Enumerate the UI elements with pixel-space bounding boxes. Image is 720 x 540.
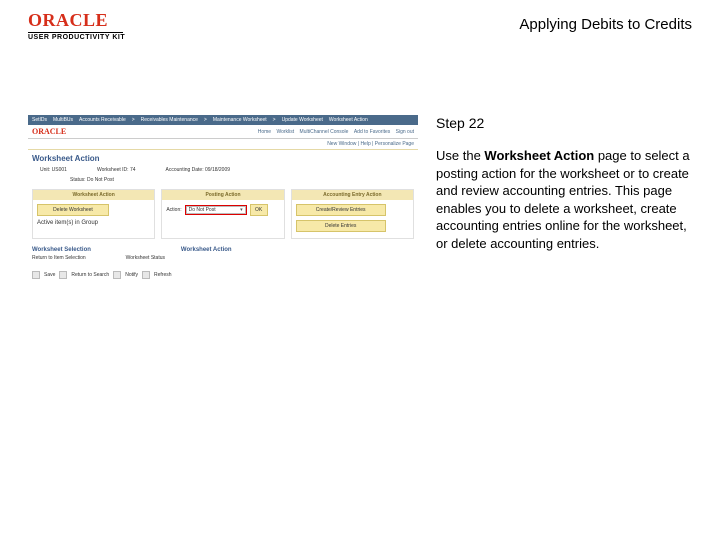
panel-posting-action: Posting Action Action: Do Not Post ▾ OK <box>161 189 284 239</box>
refresh-label: Refresh <box>154 272 172 278</box>
app-screenshot: SetIDs MultiBUs Accounts Receivable > Re… <box>28 115 418 283</box>
return-label: Return to Search <box>71 272 109 278</box>
worksheet-status-link[interactable]: Worksheet Status <box>126 255 165 261</box>
unit-label: Unit: <box>40 167 50 173</box>
panel-header: Accounting Entry Action <box>292 190 413 200</box>
status-label: Status: <box>70 177 86 183</box>
unit-value: US001 <box>52 167 67 173</box>
crumb: SetIDs <box>32 117 47 123</box>
instr-prefix: Use the <box>436 148 484 163</box>
notify-label: Notify <box>125 272 138 278</box>
subheaders: Worksheet Selection Worksheet Action <box>28 243 418 255</box>
page-title: Worksheet Action <box>28 150 418 165</box>
doc-header: ORACLE USER PRODUCTIVITY KIT Applying De… <box>0 10 720 49</box>
action-select-value: Do Not Post <box>189 207 216 213</box>
brand-bar: ORACLE Home Worklist MultiChannel Consol… <box>28 125 418 139</box>
brand-link[interactable]: MultiChannel Console <box>300 129 349 135</box>
wsid-value: 74 <box>130 167 136 173</box>
page-utility-links[interactable]: New Window | Help | Personalize Page <box>28 139 418 150</box>
panel-worksheet-action: Worksheet Action Delete Worksheet Active… <box>32 189 155 239</box>
chevron-down-icon: ▾ <box>240 207 243 213</box>
instr-bold: Worksheet Action <box>484 148 594 163</box>
wsid-label: Worksheet ID: <box>97 167 129 173</box>
save-label: Save <box>44 272 55 278</box>
instruction-text: Use the Worksheet Action page to select … <box>436 147 692 252</box>
mini-oracle-logo: ORACLE <box>32 127 66 136</box>
instr-suffix: page to select a posting action for the … <box>436 148 690 251</box>
upk-subtitle: USER PRODUCTIVITY KIT <box>28 34 125 41</box>
content-row: SetIDs MultiBUs Accounts Receivable > Re… <box>28 115 692 283</box>
crumb: Update Worksheet <box>282 117 323 123</box>
status-value: Do Not Post <box>87 177 114 183</box>
notify-icon[interactable] <box>113 271 121 279</box>
crumb: Worksheet Action <box>329 117 368 123</box>
ok-button[interactable]: OK <box>250 204 268 216</box>
step-label: Step 22 <box>436 115 692 131</box>
footer-toolbar: Save Return to Search Notify Refresh <box>28 267 418 283</box>
panel-header: Posting Action <box>162 190 283 200</box>
subhead-left: Worksheet Selection <box>32 247 91 253</box>
status-line: Status: Do Not Post <box>28 175 418 185</box>
action-label: Action: <box>166 207 181 213</box>
refresh-icon[interactable] <box>142 271 150 279</box>
delete-entries-button[interactable]: Delete Entries <box>296 220 386 232</box>
link-row: Return to Item Selection Worksheet Statu… <box>28 255 418 267</box>
oracle-logo: ORACLE <box>28 10 125 31</box>
panel-header: Worksheet Action <box>33 190 154 200</box>
brand-link[interactable]: Add to Favorites <box>354 129 390 135</box>
crumb: Accounts Receivable <box>79 117 126 123</box>
logo-block: ORACLE USER PRODUCTIVITY KIT <box>28 10 125 41</box>
brand-links: Home Worklist MultiChannel Console Add t… <box>254 129 414 135</box>
return-selection-link[interactable]: Return to Item Selection <box>32 255 86 261</box>
brand-link[interactable]: Sign out <box>396 129 414 135</box>
acct-date-value: 09/18/2009 <box>205 167 230 173</box>
panel-note: Active item(s) in Group <box>37 220 150 226</box>
brand-link[interactable]: Worklist <box>276 129 294 135</box>
crumb: MultiBUs <box>53 117 73 123</box>
create-review-entries-button[interactable]: Create/Review Entries <box>296 204 386 216</box>
panel-accounting-entry: Accounting Entry Action Create/Review En… <box>291 189 414 239</box>
return-icon[interactable] <box>59 271 67 279</box>
action-select[interactable]: Do Not Post ▾ <box>186 206 246 214</box>
brand-link[interactable]: Home <box>258 129 271 135</box>
crumb: Maintenance Worksheet <box>213 117 267 123</box>
subhead-right: Worksheet Action <box>181 247 232 253</box>
logo-rule <box>28 32 123 33</box>
acct-date-label: Accounting Date: <box>166 167 204 173</box>
doc-title: Applying Debits to Credits <box>519 16 692 33</box>
nav-breadcrumb: SetIDs MultiBUs Accounts Receivable > Re… <box>28 115 418 125</box>
info-row: Unit: US001 Worksheet ID: 74 Accounting … <box>28 165 418 175</box>
delete-worksheet-button[interactable]: Delete Worksheet <box>37 204 109 216</box>
crumb: Receivables Maintenance <box>141 117 198 123</box>
save-icon[interactable] <box>32 271 40 279</box>
panels-row: Worksheet Action Delete Worksheet Active… <box>28 185 418 243</box>
instruction-pane: Step 22 Use the Worksheet Action page to… <box>436 115 692 283</box>
